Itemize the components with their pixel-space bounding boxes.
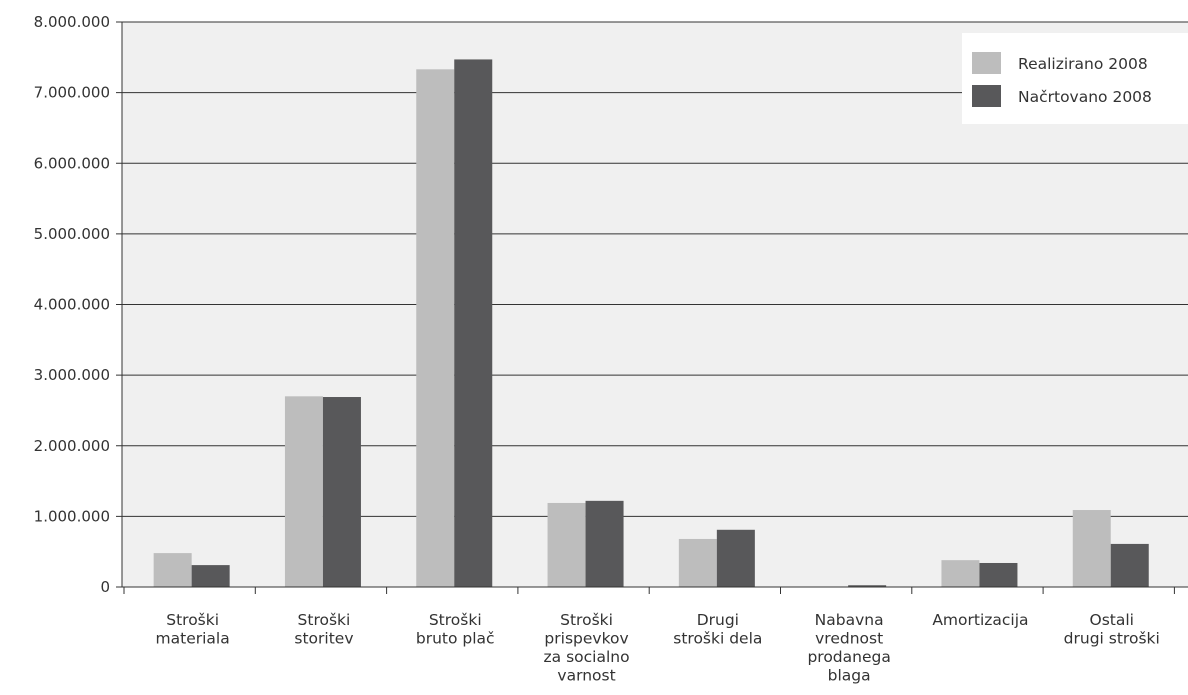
legend-label: Realizirano 2008 [1018, 55, 1148, 73]
category-label: Stroški materiala [156, 611, 230, 648]
category-label-line: Drugi [697, 611, 739, 629]
y-tick-label: 2.000.000 [34, 437, 110, 455]
category-label-line: Stroški [166, 611, 219, 629]
y-tick-label: 6.000.000 [34, 154, 110, 172]
category-label-line: drugi stroški [1064, 630, 1160, 648]
y-tick-label: 0 [100, 578, 110, 596]
y-tick-label: 5.000.000 [34, 225, 110, 243]
category-label: Stroški bruto plač [416, 611, 495, 648]
category-label: Nabavna vrednost prodanega blaga [807, 611, 890, 685]
category-label: Amortizacija [932, 611, 1028, 629]
bar-nacrtovano [848, 585, 887, 587]
category-label-line: vrednost [815, 630, 883, 648]
y-tick-label: 4.000.000 [34, 296, 110, 314]
category-label-line: prodanega [807, 648, 890, 666]
legend: Realizirano 2008 Načrtovano 2008 [962, 33, 1188, 124]
y-tick-label: 8.000.000 [34, 13, 110, 31]
bar-nacrtovano [191, 565, 230, 587]
bar-realizirano [284, 396, 323, 587]
bar-nacrtovano [1110, 543, 1149, 587]
category-label-line: Ostali [1090, 611, 1134, 629]
bar-nacrtovano [322, 397, 361, 587]
category-label: Drugi stroški dela [673, 611, 762, 648]
bar-realizirano [547, 502, 586, 587]
y-tick-label: 1.000.000 [34, 507, 110, 525]
category-label-line: Stroški [560, 611, 613, 629]
category-label: Stroški prispevkov za socialno varnost [544, 611, 630, 685]
category-label: Stroški storitev [294, 611, 353, 648]
category-label-line: Stroški [429, 611, 482, 629]
category-label-line: varnost [557, 667, 615, 685]
bar-realizirano [678, 538, 717, 587]
bar-realizirano [416, 69, 455, 588]
category-label-line: materiala [156, 630, 230, 648]
bar-nacrtovano [979, 562, 1018, 587]
category-label-line: prispevkov [544, 630, 628, 648]
category-label-line: Amortizacija [932, 611, 1028, 629]
category-label-line: bruto plač [416, 630, 495, 648]
bar-realizirano [153, 553, 192, 587]
bar-realizirano [941, 560, 980, 587]
legend-swatch [972, 52, 1001, 74]
bar-nacrtovano [716, 529, 755, 587]
bar-realizirano [1072, 510, 1111, 587]
category-label: Ostali drugi stroški [1064, 611, 1160, 648]
bars [153, 59, 1149, 588]
category-label-line: Stroški [298, 611, 351, 629]
category-label-line: blaga [828, 667, 871, 685]
bar-nacrtovano [454, 59, 493, 587]
legend-swatch [972, 85, 1001, 107]
y-axis-tick-labels: 0 1.000.000 2.000.000 3.000.000 4.000.000 5.0… [34, 13, 110, 596]
category-label-line: storitev [294, 630, 353, 648]
bar-nacrtovano [585, 500, 624, 587]
y-tick-label: 7.000.000 [34, 84, 110, 102]
y-tick-label: 3.000.000 [34, 366, 110, 384]
category-label-line: stroški dela [673, 630, 762, 648]
category-label-line: za socialno [544, 648, 630, 666]
legend-label: Načrtovano 2008 [1018, 88, 1152, 106]
axes [116, 21, 1188, 594]
legend-box [962, 33, 1188, 124]
category-label-line: Nabavna [815, 611, 884, 629]
